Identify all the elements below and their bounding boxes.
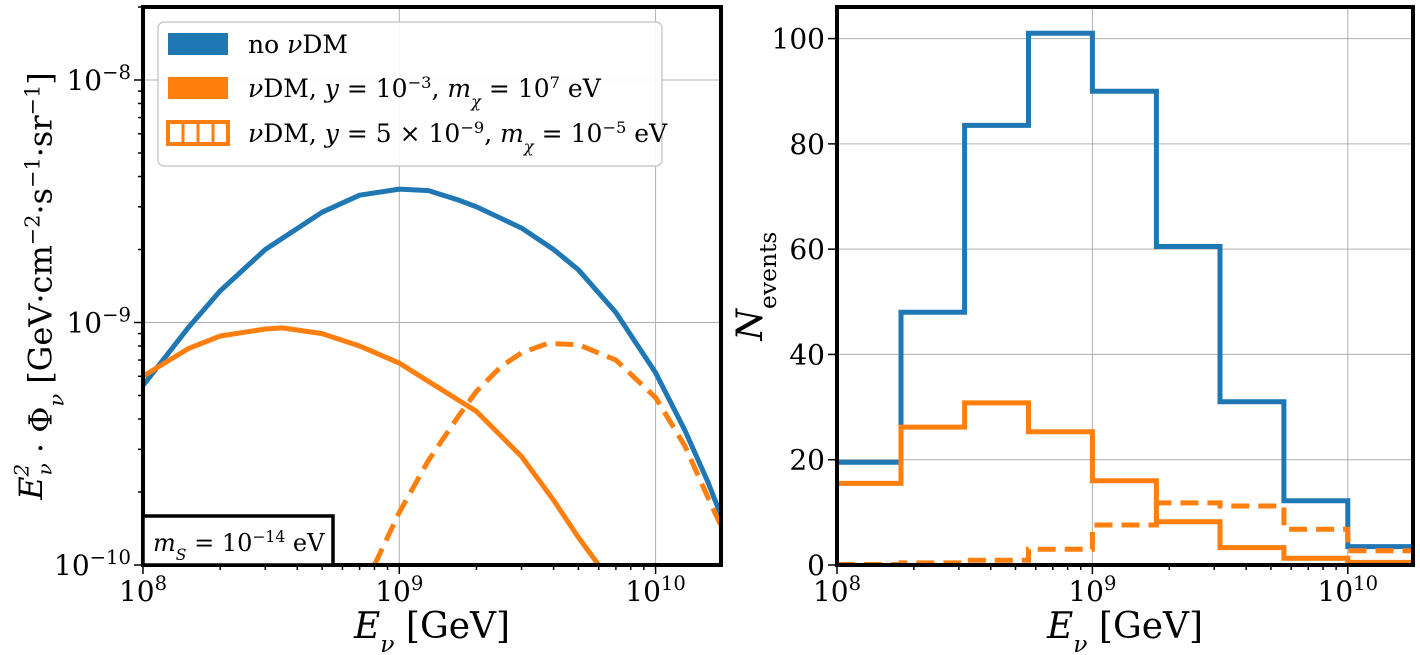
flux-plot-frame	[141, 5, 723, 567]
events-panel: 108 109 1010 0 20 40 60 80 100 Eν [GeV] Nevents	[730, 5, 1415, 655]
x-tick-label: 109	[1068, 572, 1116, 609]
legend-swatch-2	[168, 77, 228, 99]
x-tick-label: 108	[119, 572, 167, 609]
flux-x-axis-label: Eν [GeV]	[353, 606, 510, 655]
y-tick-label: 10−10	[54, 546, 131, 583]
legend-label-1: no νDM	[248, 30, 348, 59]
events-plot-area	[837, 7, 1413, 565]
annotation-text: mS = 10−14 eV	[153, 528, 325, 564]
y-tick-label: 0	[807, 549, 825, 582]
x-tick-label: 108	[813, 572, 861, 609]
flux-y-axis-label: E2ν · Φν [GeV·cm−2·s−1·sr−1]	[11, 72, 69, 501]
y-tick-label: 20	[789, 444, 825, 477]
y-tick-label: 80	[789, 128, 825, 161]
legend-swatch-1	[168, 33, 228, 55]
flux-panel: 108 109 1010 10−10 10−9 10−8 Eν [GeV] E2ν · Φν …	[11, 5, 723, 655]
annotation: mS = 10−14 eV	[141, 514, 335, 567]
events-series-step-3	[837, 500, 1413, 565]
y-tick-label: 10−8	[66, 60, 131, 97]
y-tick-label: 100	[772, 23, 825, 56]
legend-label-3: νDM, y = 5 × 10−9, mχ = 10−5 eV	[248, 118, 668, 156]
annotation-box	[141, 514, 335, 567]
events-series-step-2	[837, 400, 1413, 565]
events-plot-frame	[835, 5, 1415, 567]
flux-series-line-2	[143, 325, 601, 565]
flux-series-line-1	[143, 186, 721, 517]
events-x-axis-label: Eν [GeV]	[1046, 606, 1203, 655]
y-tick-label: 40	[789, 338, 825, 371]
x-tick-label: 1010	[625, 572, 686, 609]
x-tick-label: 1010	[1318, 572, 1379, 609]
y-tick-label: 10−9	[66, 303, 131, 340]
legend-label-2: νDM, y = 10−3, mχ = 107 eV	[248, 73, 602, 111]
legend-box	[157, 21, 663, 167]
flux-series-line-3	[372, 340, 721, 565]
x-tick-label: 109	[375, 572, 423, 609]
legend: no νDM νDM, y = 10−3, mχ = 107 eV νDM, y =…	[157, 21, 668, 167]
events-series-step-1	[837, 30, 1413, 550]
y-tick-label: 60	[789, 233, 825, 266]
events-y-axis-label: Nevents	[730, 232, 782, 342]
